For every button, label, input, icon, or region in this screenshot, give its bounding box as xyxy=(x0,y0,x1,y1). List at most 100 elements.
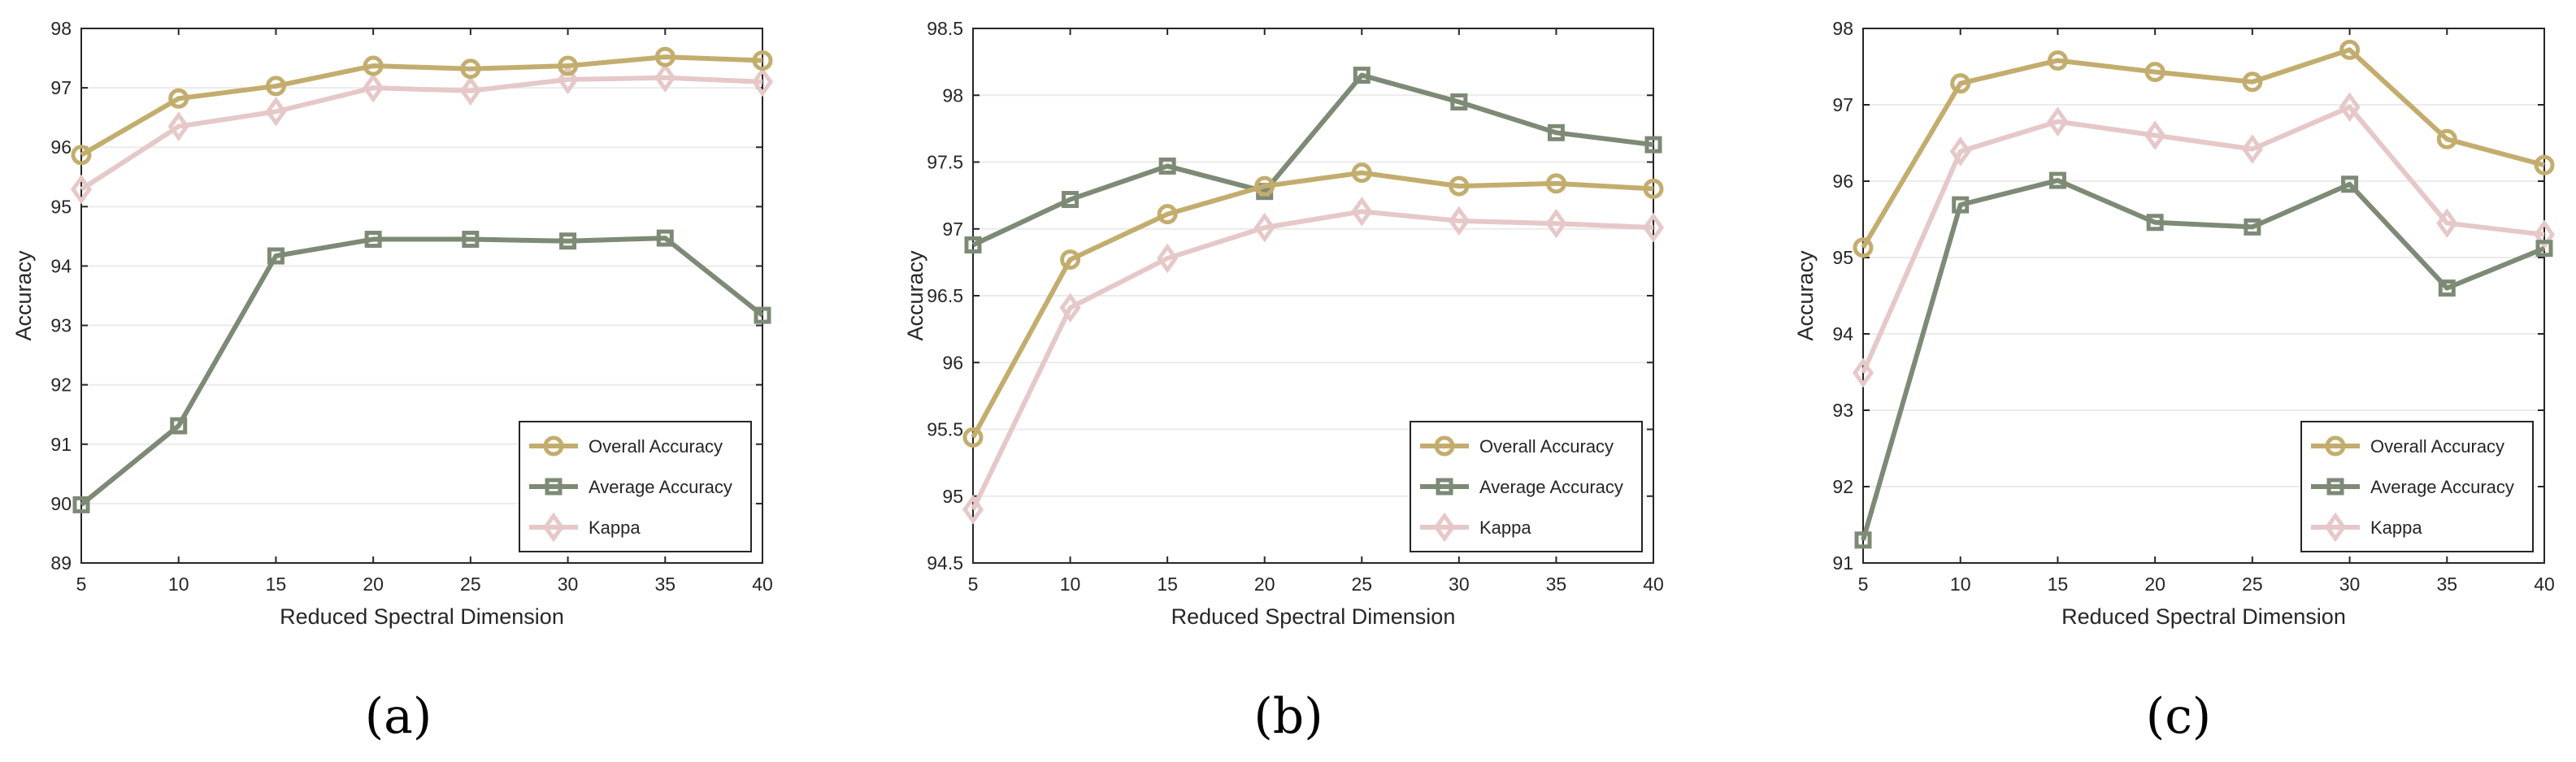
data-point xyxy=(751,67,774,97)
x-tick-label: 25 xyxy=(1351,574,1372,595)
data-point xyxy=(72,496,90,513)
y-tick-label: 94.5 xyxy=(927,552,963,574)
data-point xyxy=(754,306,771,324)
y-tick-label: 89 xyxy=(50,552,72,574)
y-tick-label: 98 xyxy=(942,84,963,106)
data-point xyxy=(1448,206,1470,236)
data-point xyxy=(1353,67,1371,84)
data-point xyxy=(2436,208,2458,239)
panel-caption: (b) xyxy=(1253,688,1323,745)
legend-marker xyxy=(1436,478,1453,496)
data-point xyxy=(1060,249,1081,271)
data-point xyxy=(462,231,480,249)
axes-box xyxy=(1862,28,2545,564)
y-tick-label: 91 xyxy=(50,434,72,455)
y-tick-label: 95.5 xyxy=(927,419,963,440)
data-point xyxy=(2535,240,2553,258)
data-point xyxy=(1545,208,1567,239)
data-point xyxy=(2534,154,2555,175)
data-point xyxy=(70,174,93,205)
data-point xyxy=(2533,219,2556,250)
y-tick-label: 96 xyxy=(50,136,72,158)
series-overall-accuracy xyxy=(962,162,1664,448)
y-tick-label: 95 xyxy=(50,196,72,217)
data-point xyxy=(265,97,287,127)
panel-caption: (a) xyxy=(365,688,432,745)
y-tick-label: 97 xyxy=(942,219,963,240)
data-point xyxy=(558,55,579,76)
chart-panel-a: 89 90 91 92 93 94 95 96 97 98 5 10 15 20 25 30 35 40 Reduc… xyxy=(11,18,774,745)
x-tick-label: 20 xyxy=(363,574,384,595)
data-point xyxy=(1157,204,1178,225)
y-tick-label: 96.5 xyxy=(927,285,963,306)
data-point xyxy=(2047,50,2068,71)
x-tick-label: 15 xyxy=(266,574,287,595)
y-axis-label: Accuracy xyxy=(11,250,36,341)
legend-label: Overall Accuracy xyxy=(1479,436,1614,457)
legend-label: Kappa xyxy=(1479,517,1531,538)
data-point xyxy=(364,231,382,249)
chart-panel-b: 94.5 95 95.5 96 96.5 97 97.5 98 98.5 5 10 15 20 25 30 3… xyxy=(903,18,1665,745)
series-line xyxy=(971,209,1654,511)
data-point xyxy=(1253,212,1275,243)
panel-caption: (c) xyxy=(2146,688,2211,745)
x-tick-label: 15 xyxy=(1157,574,1178,595)
y-tick-label: 96 xyxy=(1832,171,1853,192)
data-point xyxy=(656,229,674,247)
data-point xyxy=(654,46,675,67)
y-tick-label: 90 xyxy=(50,493,72,514)
legend-marker xyxy=(2324,512,2347,543)
series-line xyxy=(971,170,1654,439)
data-point xyxy=(1952,196,1970,214)
y-tick-label: 92 xyxy=(1832,476,1853,497)
data-point xyxy=(168,88,189,109)
series-line xyxy=(971,72,1654,248)
legend-label: Average Accuracy xyxy=(589,477,732,497)
series-kappa xyxy=(1852,92,2556,388)
x-axis-label: Reduced Spectral Dimension xyxy=(2061,604,2346,629)
x-tick-label: 25 xyxy=(2242,574,2263,595)
y-tick-label: 91 xyxy=(1832,552,1853,574)
data-point xyxy=(460,58,481,80)
legend-label: Kappa xyxy=(589,517,641,538)
data-point xyxy=(71,145,92,166)
x-tick-label: 10 xyxy=(1060,574,1081,595)
series-line xyxy=(1861,47,2545,249)
data-point xyxy=(1852,357,1874,388)
data-point xyxy=(1157,243,1179,274)
x-tick-label: 15 xyxy=(2048,574,2069,595)
data-point xyxy=(1644,136,1662,154)
legend: Overall Accuracy Average Accuracy Kappa xyxy=(1410,421,1643,552)
series-kappa xyxy=(962,197,1665,525)
data-point xyxy=(2242,71,2263,93)
legend-marker xyxy=(2326,478,2344,496)
y-tick-label: 94 xyxy=(1832,323,1853,344)
x-tick-label: 35 xyxy=(2436,574,2457,595)
data-point xyxy=(654,63,676,93)
data-point xyxy=(1950,73,1971,94)
y-tick-label: 98 xyxy=(1832,18,1853,39)
series-line xyxy=(80,75,763,192)
data-point xyxy=(2244,218,2261,236)
legend-label: Average Accuracy xyxy=(1479,477,1623,497)
legend: Overall Accuracy Average Accuracy Kappa xyxy=(2300,421,2534,552)
x-tick-label: 30 xyxy=(1449,574,1470,595)
y-tick-label: 97 xyxy=(50,77,72,98)
series-average-accuracy xyxy=(1854,171,2553,549)
legend-marker xyxy=(542,512,565,543)
data-point xyxy=(1059,292,1081,323)
data-point xyxy=(2339,39,2361,60)
data-point xyxy=(2144,62,2165,83)
x-tick-label: 10 xyxy=(168,574,189,595)
data-point xyxy=(1643,178,1664,199)
data-point xyxy=(2144,120,2166,150)
data-point xyxy=(2341,175,2359,193)
y-tick-label: 94 xyxy=(50,255,72,276)
data-point xyxy=(459,76,481,106)
legend-label: Average Accuracy xyxy=(2370,477,2514,497)
data-point xyxy=(2436,128,2457,149)
legend-label: Overall Accuracy xyxy=(2370,436,2504,457)
x-tick-label: 5 xyxy=(76,574,87,595)
data-point xyxy=(170,417,188,435)
